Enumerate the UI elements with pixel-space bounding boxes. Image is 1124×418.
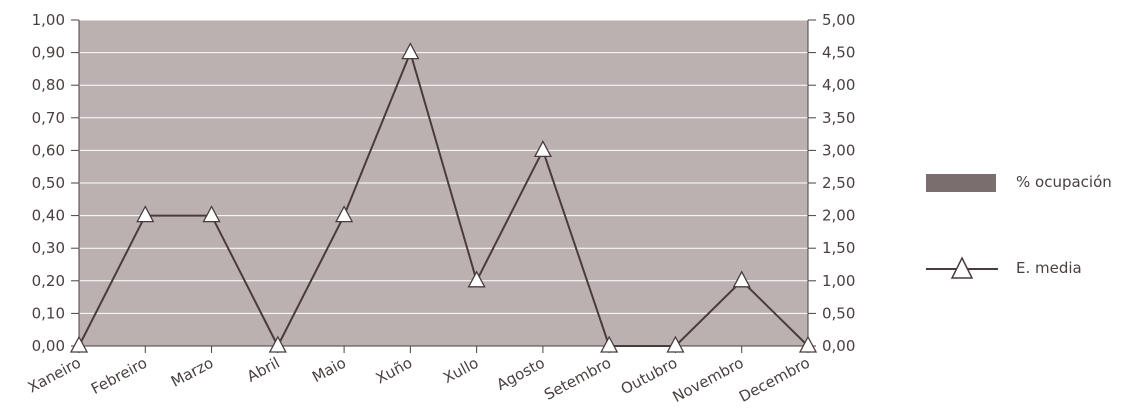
x-tick-label: Xullo xyxy=(440,354,481,387)
left-tick-label: 0,40 xyxy=(32,207,65,225)
left-tick-label: 1,00 xyxy=(32,11,65,29)
legend-line-triangle-icon xyxy=(926,256,998,282)
left-tick-label: 0,10 xyxy=(32,304,65,322)
legend-label-ocupacion: % ocupación xyxy=(1016,173,1112,191)
x-tick-label: Decembro xyxy=(736,354,813,406)
left-tick-label: 0,80 xyxy=(32,76,65,94)
x-tick-label: Febreiro xyxy=(88,354,150,398)
legend-item-e-media: E. media xyxy=(926,256,1124,282)
right-tick-label: 4,00 xyxy=(822,76,855,94)
right-tick-label: 1,00 xyxy=(822,272,855,290)
left-tick-label: 0,30 xyxy=(32,239,65,257)
right-tick-label: 5,00 xyxy=(822,11,855,29)
legend-label-e-media: E. media xyxy=(1016,259,1082,277)
right-tick-label: 0,50 xyxy=(822,304,855,322)
right-tick-label: 2,00 xyxy=(822,207,855,225)
x-tick-label: Xuño xyxy=(373,354,415,388)
x-tick-label: Maio xyxy=(309,354,349,387)
left-tick-label: 0,90 xyxy=(32,44,65,62)
x-tick-label: Agosto xyxy=(494,354,548,394)
right-tick-label: 0,00 xyxy=(822,337,855,355)
right-tick-label: 2,50 xyxy=(822,174,855,192)
legend-item-ocupacion: % ocupación xyxy=(926,170,1124,196)
right-tick-label: 4,50 xyxy=(822,44,855,62)
x-tick-label: Marzo xyxy=(168,354,217,391)
legend-swatch-ocupacion xyxy=(926,174,996,192)
right-axis-ticks: 0,00 0,50 1,00 1,50 2,00 2,50 3,00 3,50 4,00 4,50… xyxy=(808,11,855,355)
left-tick-label: 0,50 xyxy=(32,174,65,192)
left-tick-label: 0,20 xyxy=(32,272,65,290)
left-tick-label: 0,00 xyxy=(32,337,65,355)
x-axis-ticks: Xaneiro Febreiro Marzo Abril Maio Xuño Xullo Ag… xyxy=(25,346,813,406)
x-tick-label: Novembro xyxy=(670,354,747,406)
left-axis-ticks: 0,00 0,10 0,20 0,30 0,40 0,50 0,60 0,70 0,80 0,90… xyxy=(32,11,79,355)
left-tick-label: 0,70 xyxy=(32,109,65,127)
right-tick-label: 3,50 xyxy=(822,109,855,127)
x-tick-label: Abril xyxy=(244,354,283,386)
right-tick-label: 1,50 xyxy=(822,239,855,257)
x-tick-label: Xaneiro xyxy=(25,354,84,397)
x-tick-label: Setembro xyxy=(541,354,614,404)
right-tick-label: 3,00 xyxy=(822,141,855,159)
left-tick-label: 0,60 xyxy=(32,141,65,159)
